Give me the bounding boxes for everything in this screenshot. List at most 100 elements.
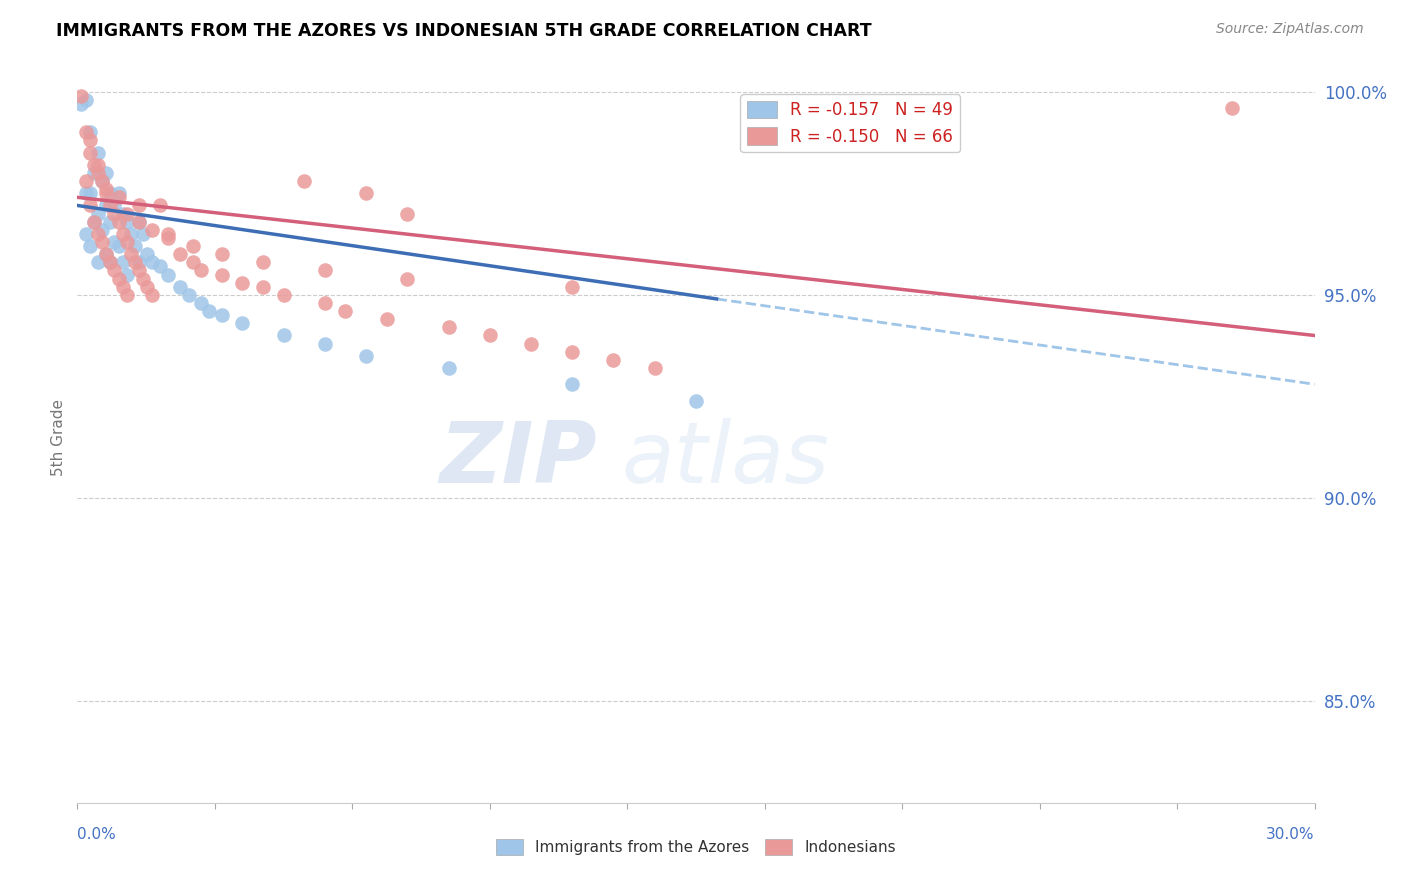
- Point: [181, 255, 204, 269]
- Point: [103, 235, 125, 249]
- Point: [354, 186, 377, 201]
- Point: [75, 174, 97, 188]
- Point: [128, 215, 150, 229]
- Point: [115, 268, 138, 282]
- Point: [83, 215, 105, 229]
- Point: [136, 247, 159, 261]
- Point: [128, 263, 150, 277]
- Point: [211, 308, 233, 322]
- Point: [83, 158, 105, 172]
- Point: [314, 336, 336, 351]
- Point: [231, 276, 253, 290]
- Point: [79, 186, 101, 201]
- Point: [169, 247, 191, 261]
- Point: [115, 288, 138, 302]
- Point: [96, 247, 118, 261]
- Point: [91, 174, 114, 188]
- Point: [107, 186, 129, 201]
- Point: [685, 393, 707, 408]
- Point: [157, 227, 180, 241]
- Point: [292, 174, 315, 188]
- Point: [128, 198, 150, 212]
- Point: [96, 247, 118, 261]
- Legend: Immigrants from the Azores, Indonesians: Immigrants from the Azores, Indonesians: [489, 833, 903, 861]
- Point: [136, 279, 159, 293]
- Point: [98, 198, 121, 212]
- Point: [1220, 101, 1243, 115]
- Point: [87, 166, 110, 180]
- Point: [157, 268, 180, 282]
- Point: [335, 304, 357, 318]
- Point: [75, 227, 97, 241]
- Point: [107, 215, 129, 229]
- Point: [107, 271, 129, 285]
- Point: [211, 268, 233, 282]
- Point: [75, 186, 97, 201]
- Point: [91, 174, 114, 188]
- Point: [169, 279, 191, 293]
- Point: [437, 320, 460, 334]
- Point: [314, 296, 336, 310]
- Point: [98, 255, 121, 269]
- Point: [124, 255, 146, 269]
- Point: [98, 215, 121, 229]
- Point: [141, 288, 163, 302]
- Point: [396, 271, 419, 285]
- Point: [115, 215, 138, 229]
- Point: [520, 336, 543, 351]
- Point: [396, 206, 419, 220]
- Point: [181, 239, 204, 253]
- Point: [354, 349, 377, 363]
- Point: [132, 271, 155, 285]
- Point: [252, 255, 274, 269]
- Point: [83, 166, 105, 180]
- Point: [91, 235, 114, 249]
- Text: IMMIGRANTS FROM THE AZORES VS INDONESIAN 5TH GRADE CORRELATION CHART: IMMIGRANTS FROM THE AZORES VS INDONESIAN…: [56, 22, 872, 40]
- Point: [149, 260, 172, 274]
- Point: [87, 158, 110, 172]
- Point: [111, 227, 134, 241]
- Point: [231, 316, 253, 330]
- Point: [98, 186, 121, 201]
- Point: [273, 328, 295, 343]
- Point: [79, 145, 101, 160]
- Point: [96, 182, 118, 196]
- Point: [120, 247, 142, 261]
- Point: [252, 279, 274, 293]
- Point: [70, 88, 93, 103]
- Point: [79, 239, 101, 253]
- Point: [98, 255, 121, 269]
- Text: 0.0%: 0.0%: [77, 827, 117, 842]
- Y-axis label: 5th Grade: 5th Grade: [51, 399, 66, 475]
- Point: [79, 133, 101, 147]
- Point: [128, 255, 150, 269]
- Point: [115, 206, 138, 220]
- Point: [190, 263, 212, 277]
- Point: [157, 231, 180, 245]
- Text: Source: ZipAtlas.com: Source: ZipAtlas.com: [1216, 22, 1364, 37]
- Point: [103, 198, 125, 212]
- Point: [120, 227, 142, 241]
- Point: [70, 96, 93, 111]
- Point: [602, 352, 624, 367]
- Text: atlas: atlas: [621, 417, 830, 500]
- Text: 30.0%: 30.0%: [1267, 827, 1315, 842]
- Point: [103, 263, 125, 277]
- Point: [198, 304, 221, 318]
- Point: [190, 296, 212, 310]
- Point: [111, 279, 134, 293]
- Point: [132, 227, 155, 241]
- Point: [96, 186, 118, 201]
- Point: [124, 239, 146, 253]
- Point: [437, 361, 460, 376]
- Point: [87, 227, 110, 241]
- Point: [107, 239, 129, 253]
- Point: [79, 198, 101, 212]
- Point: [314, 263, 336, 277]
- Point: [107, 190, 129, 204]
- Point: [478, 328, 501, 343]
- Point: [273, 288, 295, 302]
- Point: [96, 166, 118, 180]
- Point: [561, 377, 583, 392]
- Point: [111, 255, 134, 269]
